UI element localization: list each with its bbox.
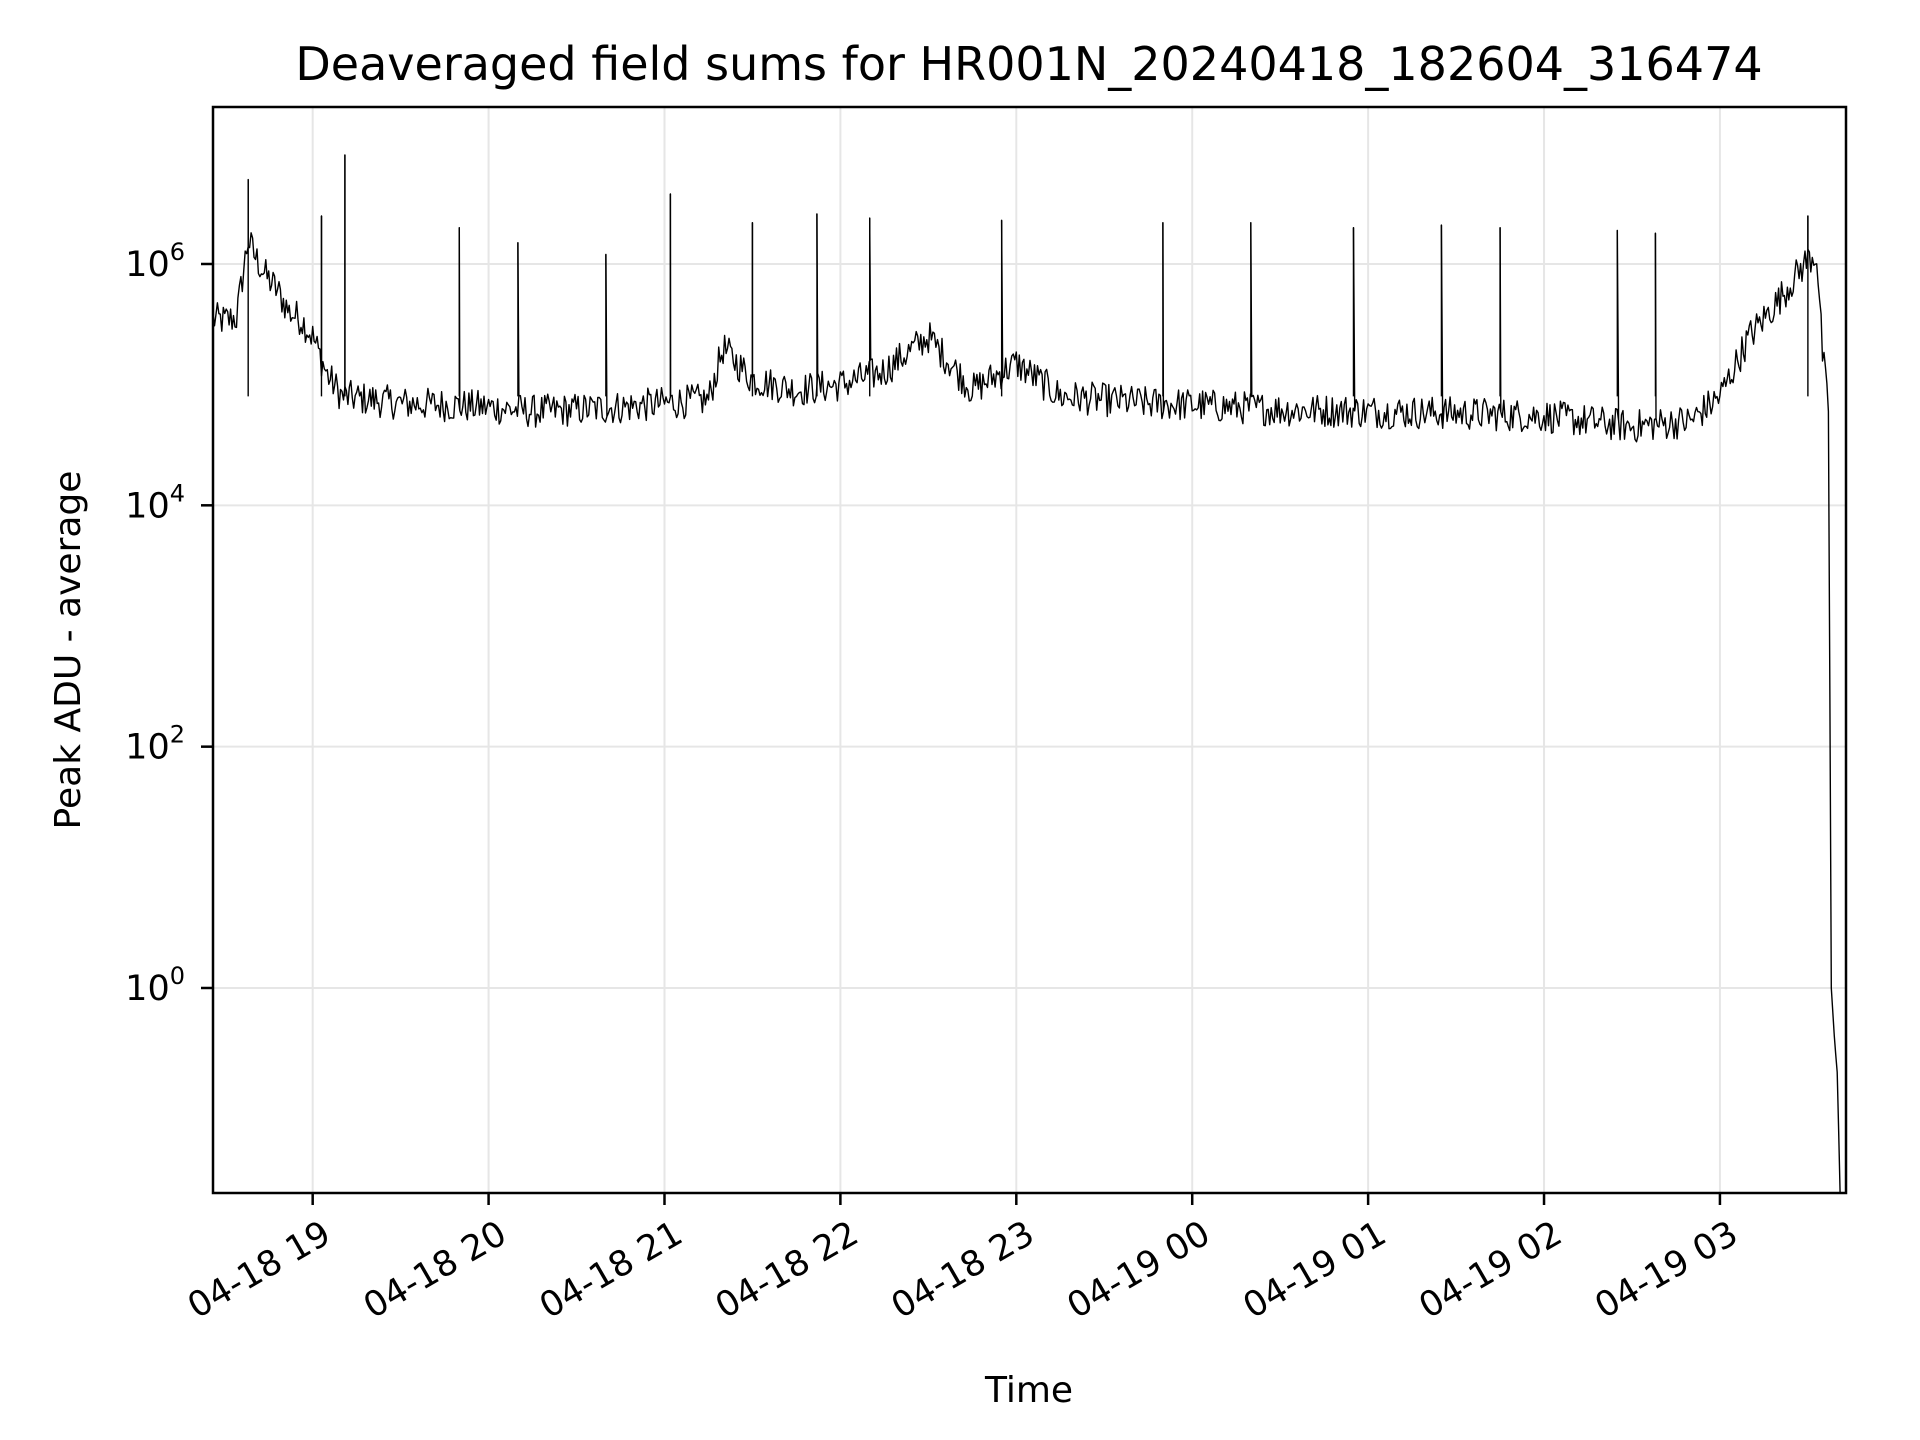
series-line [212,154,1841,1194]
x-axis-label: Time [984,1370,1073,1411]
x-tick-label: 04-19 00 [1061,1214,1217,1327]
x-tick-label: 04-18 23 [885,1214,1041,1327]
x-tick-label: 04-18 20 [357,1214,513,1327]
plot-layer [212,154,1841,1194]
chart-title: Deaveraged field sums for HR001N_2024041… [295,37,1762,91]
y-tick-label: 104 [125,479,185,526]
grid-layer [213,107,1846,1193]
plot-frame [211,105,1848,1195]
x-tick-label: 04-18 22 [709,1214,865,1327]
y-tick-label: 102 [125,721,185,768]
y-tick-label: 106 [125,238,185,285]
y-tick-label: 100 [125,962,185,1009]
x-tick-label: 04-19 01 [1237,1214,1393,1327]
x-tick-label: 04-19 03 [1589,1214,1745,1327]
y-axis-label: Peak ADU - average [48,471,89,830]
x-axis-ticks: 04-18 19 04-18 20 04-18 21 04-18 22 04-18 23… [181,1193,1745,1327]
x-tick-label: 04-19 02 [1413,1214,1569,1327]
x-tick-label: 04-18 19 [181,1214,337,1327]
y-axis-ticks: 100 102 104 106 [125,238,213,1009]
x-tick-label: 04-18 21 [533,1214,689,1327]
